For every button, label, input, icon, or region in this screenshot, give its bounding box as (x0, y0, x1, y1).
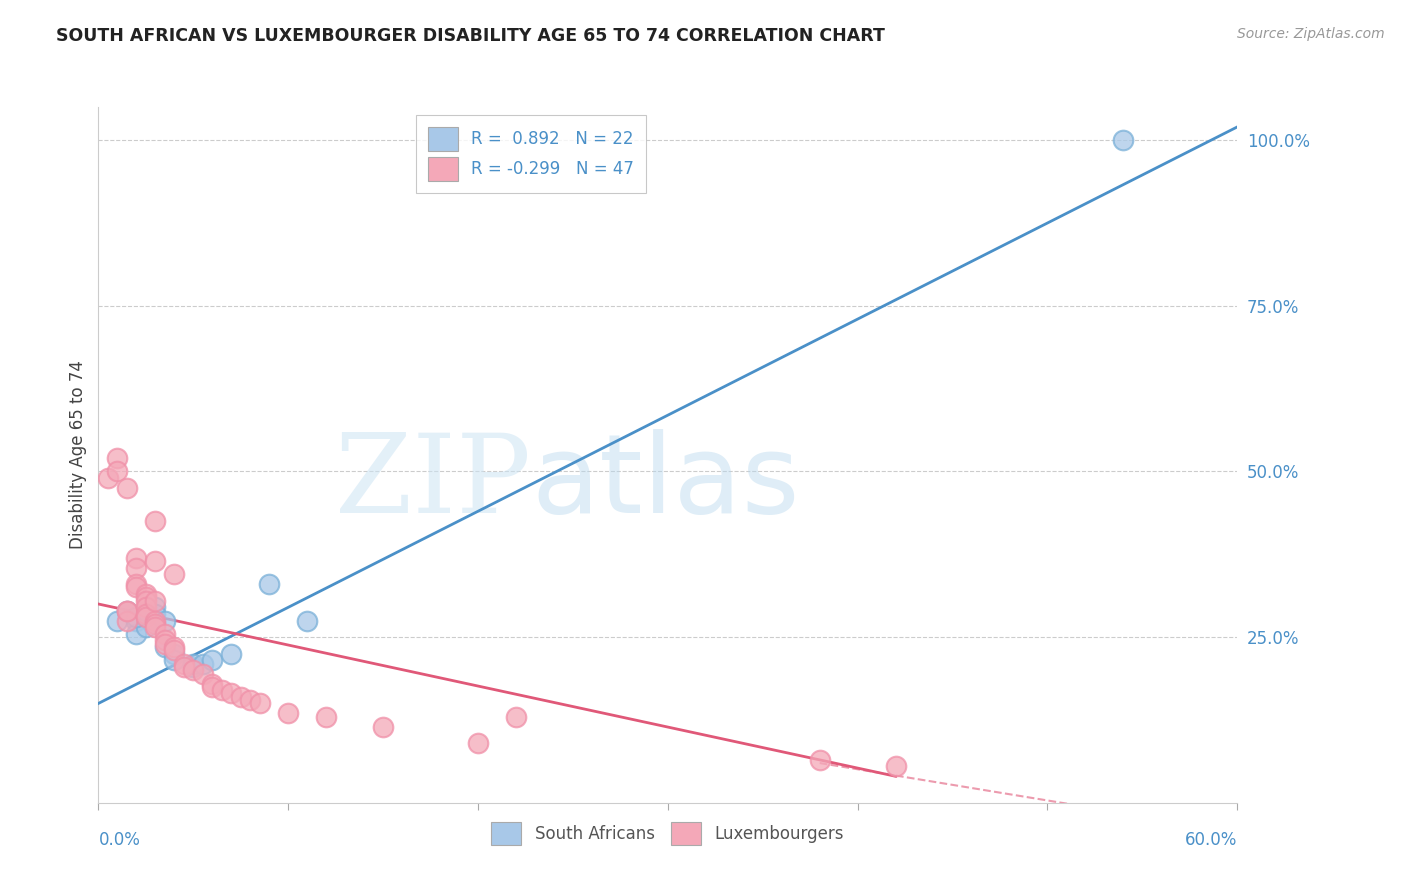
Point (183, 657, 205, 671)
Point (125, 610, 148, 624)
Point (125, 550, 148, 565)
Point (145, 593, 167, 607)
Point (135, 610, 157, 624)
Point (1112, 133, 1135, 147)
Point (145, 514, 167, 528)
Point (135, 607, 157, 621)
Point (201, 676, 224, 690)
Point (135, 604, 157, 618)
Point (153, 640, 176, 654)
Text: 0.0%: 0.0% (98, 830, 141, 848)
Point (153, 614, 176, 628)
Point (145, 614, 167, 628)
Point (505, 709, 527, 723)
Point (145, 600, 167, 615)
Point (125, 627, 148, 641)
Point (239, 693, 262, 707)
Point (163, 653, 186, 667)
Point (125, 581, 148, 595)
Point (125, 560, 148, 574)
Point (135, 607, 157, 621)
Text: SOUTH AFRICAN VS LUXEMBOURGER DISABILITY AGE 65 TO 74 CORRELATION CHART: SOUTH AFRICAN VS LUXEMBOURGER DISABILITY… (56, 27, 886, 45)
Point (115, 604, 138, 618)
Point (153, 637, 176, 651)
Point (145, 607, 167, 621)
Y-axis label: Disability Age 65 to 74: Disability Age 65 to 74 (69, 360, 87, 549)
Point (297, 614, 319, 628)
Point (277, 706, 299, 721)
Point (163, 567, 186, 582)
Text: Source: ZipAtlas.com: Source: ZipAtlas.com (1237, 27, 1385, 41)
Point (201, 680, 224, 694)
Point (183, 663, 205, 677)
Point (153, 633, 176, 648)
Point (173, 660, 195, 674)
Point (163, 643, 186, 657)
Point (107, 465, 129, 479)
Point (183, 660, 205, 674)
Legend: South Africans, Luxembourgers: South Africans, Luxembourgers (479, 810, 856, 857)
Point (135, 591, 157, 605)
Point (259, 577, 281, 591)
Point (163, 647, 186, 661)
Point (173, 657, 195, 671)
Point (145, 554, 167, 568)
Point (373, 720, 395, 734)
Point (145, 620, 167, 634)
Point (467, 736, 489, 750)
Text: ZIP: ZIP (335, 429, 531, 536)
Point (221, 647, 243, 661)
Point (191, 666, 214, 681)
Point (211, 683, 233, 698)
Point (135, 593, 157, 607)
Point (125, 577, 148, 591)
Point (884, 759, 907, 773)
Point (135, 587, 157, 601)
Point (315, 709, 337, 723)
Text: 60.0%: 60.0% (1185, 830, 1237, 848)
Point (191, 657, 214, 671)
Point (107, 451, 129, 466)
Point (249, 697, 271, 711)
Point (153, 627, 176, 641)
Point (135, 600, 157, 615)
Point (97, 471, 120, 485)
Point (808, 753, 831, 767)
Point (115, 604, 138, 618)
Point (221, 686, 243, 700)
Point (125, 614, 148, 628)
Point (115, 614, 138, 628)
Point (115, 604, 138, 618)
Point (107, 614, 129, 628)
Point (229, 690, 252, 704)
Point (115, 481, 138, 495)
Text: atlas: atlas (531, 429, 800, 536)
Point (163, 640, 186, 654)
Point (145, 616, 167, 631)
Point (135, 620, 157, 634)
Point (201, 653, 224, 667)
